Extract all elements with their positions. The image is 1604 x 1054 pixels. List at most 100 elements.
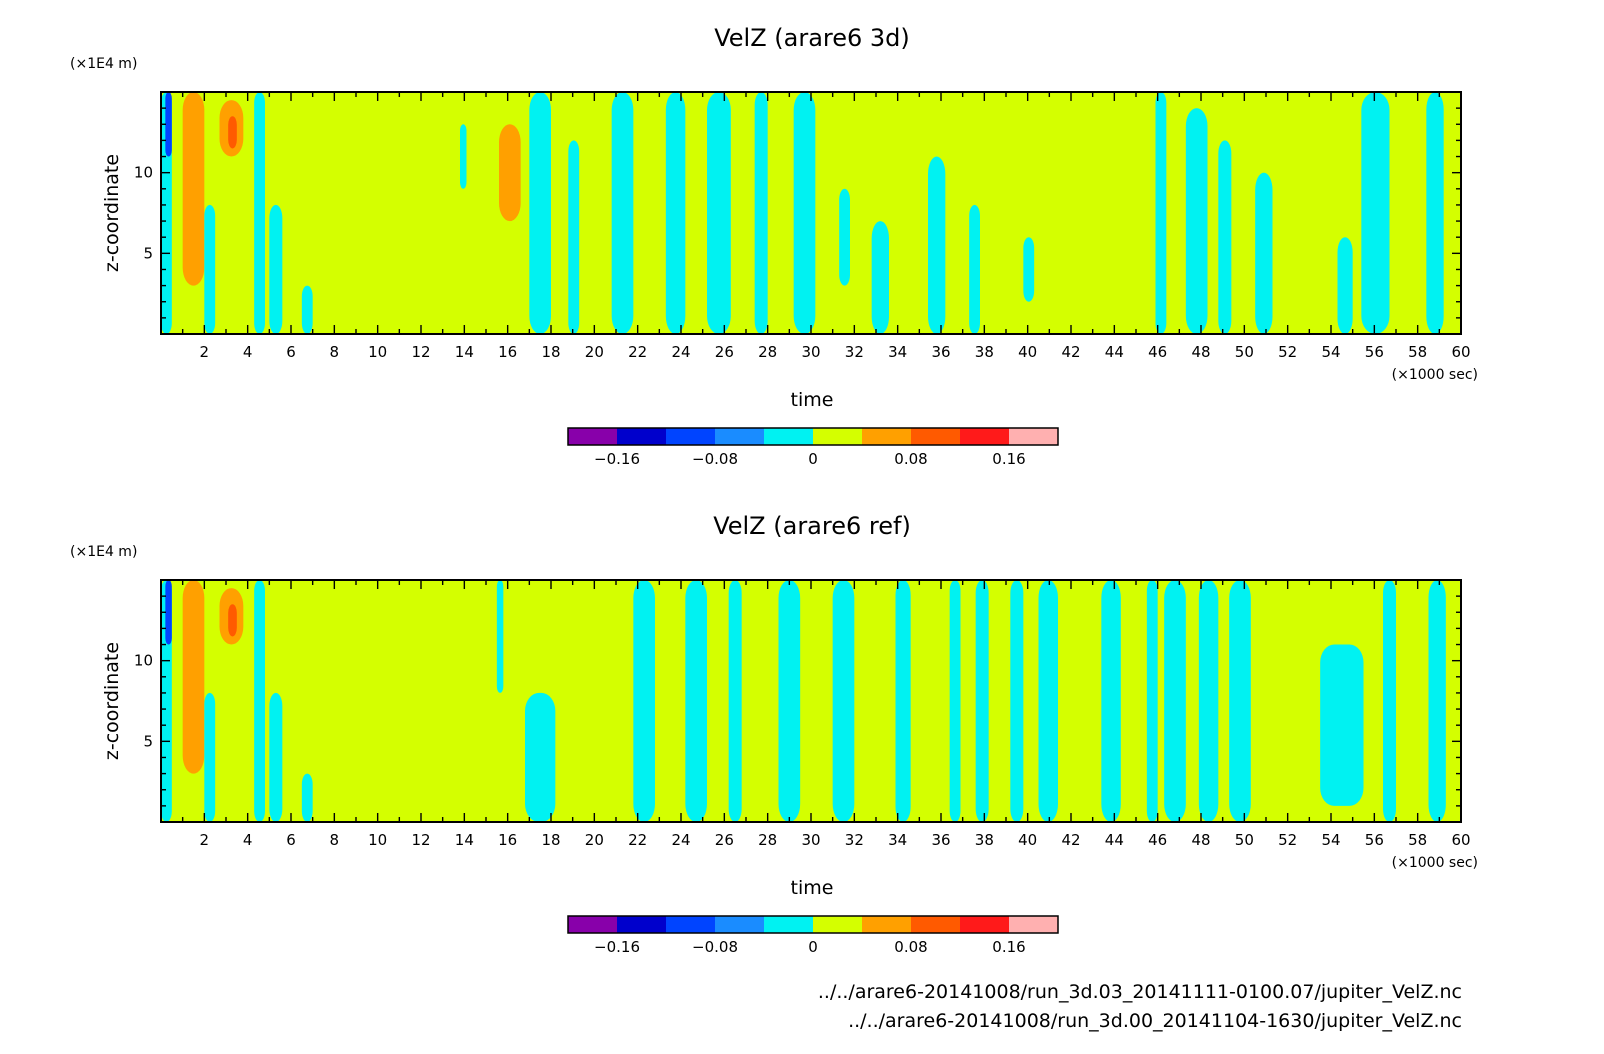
x-tick-label: 24 bbox=[671, 831, 690, 849]
x-tick-label: 14 bbox=[455, 831, 474, 849]
heatmap-region bbox=[1383, 580, 1396, 822]
x-tick-label: 38 bbox=[975, 831, 994, 849]
heatmap-region bbox=[228, 116, 237, 149]
colorbar-tick-label: 0.08 bbox=[894, 450, 927, 468]
x-tick-label: 22 bbox=[628, 831, 647, 849]
x-tick-label: 6 bbox=[286, 831, 296, 849]
x-tick-label: 8 bbox=[330, 831, 340, 849]
x-tick-label: 18 bbox=[541, 343, 560, 361]
colorbar-swatch bbox=[666, 916, 715, 933]
x-tick-label: 2 bbox=[200, 831, 210, 849]
x-unit-label: (×1000 sec) bbox=[1392, 855, 1478, 871]
y-tick-label: 10 bbox=[134, 652, 153, 670]
heatmap-region bbox=[1361, 92, 1390, 334]
x-tick-label: 44 bbox=[1105, 831, 1124, 849]
x-tick-label: 32 bbox=[845, 343, 864, 361]
colorbar-tick-label: −0.08 bbox=[692, 938, 738, 956]
colorbar: −0.16 −0.08 0 0.08 0.16 bbox=[567, 427, 1059, 468]
colorbar-swatch bbox=[764, 428, 813, 445]
heatmap-region bbox=[754, 92, 768, 334]
heatmap-region bbox=[568, 140, 580, 334]
heatmap-region bbox=[1426, 92, 1444, 334]
colorbar-swatch bbox=[1009, 916, 1058, 933]
file-path-1: ../../arare6-20141008/run_3d.03_20141111… bbox=[818, 981, 1462, 1003]
x-tick-label: 4 bbox=[243, 343, 253, 361]
heatmap-region bbox=[165, 580, 172, 645]
heatmap-region bbox=[301, 773, 313, 822]
x-tick-label: 36 bbox=[931, 343, 950, 361]
x-tick-label: 58 bbox=[1408, 831, 1427, 849]
heatmap-region bbox=[949, 580, 961, 822]
heatmap-region bbox=[1198, 580, 1219, 822]
heatmap-cells bbox=[161, 580, 1461, 822]
heatmap-region bbox=[685, 580, 707, 822]
x-tick-label: 52 bbox=[1278, 343, 1297, 361]
heatmap-region bbox=[969, 204, 980, 334]
x-tick-label: 56 bbox=[1365, 343, 1384, 361]
x-axis-label: time bbox=[791, 877, 834, 899]
colorbar-tick-label: 0 bbox=[808, 450, 818, 468]
x-tick-label: 18 bbox=[541, 831, 560, 849]
colorbar-frame bbox=[567, 915, 1059, 934]
heatmap-region bbox=[1320, 644, 1364, 806]
y-unit-label: (×1E4 m) bbox=[70, 544, 137, 560]
x-tick-label: 54 bbox=[1321, 831, 1340, 849]
x-tick-label: 40 bbox=[1018, 831, 1037, 849]
x-tick-label: 20 bbox=[585, 831, 604, 849]
heatmap-region bbox=[1023, 237, 1035, 302]
heatmap-region bbox=[1337, 237, 1353, 334]
x-tick-label: 56 bbox=[1365, 831, 1384, 849]
x-tick-label: 60 bbox=[1451, 343, 1470, 361]
x-tick-label: 34 bbox=[888, 831, 907, 849]
heatmap-region bbox=[301, 285, 313, 334]
colorbar-swatch bbox=[911, 916, 960, 933]
y-axis-label: z-coordinate bbox=[101, 642, 123, 760]
x-tick-label: 42 bbox=[1061, 343, 1080, 361]
heatmap-region bbox=[1229, 580, 1251, 822]
heatmap-region bbox=[871, 221, 889, 334]
x-tick-label: 10 bbox=[368, 343, 387, 361]
x-tick-label: 26 bbox=[715, 343, 734, 361]
colorbar-tick-label: −0.16 bbox=[594, 938, 640, 956]
x-tick-label: 36 bbox=[931, 831, 950, 849]
x-tick-label: 48 bbox=[1191, 831, 1210, 849]
x-tick-label: 30 bbox=[801, 343, 820, 361]
heatmap-background bbox=[161, 580, 1461, 822]
colorbar-swatch bbox=[715, 428, 764, 445]
x-tick-label: 2 bbox=[200, 343, 210, 361]
x-tick-label: 30 bbox=[801, 831, 820, 849]
colorbar-swatch bbox=[715, 916, 764, 933]
heatmap-region bbox=[460, 124, 467, 189]
x-tick-label: 6 bbox=[286, 343, 296, 361]
x-tick-label: 38 bbox=[975, 343, 994, 361]
x-tick-label: 26 bbox=[715, 831, 734, 849]
x-tick-label: 10 bbox=[368, 831, 387, 849]
x-tick-label: 8 bbox=[330, 343, 340, 361]
colorbar-swatch bbox=[617, 916, 666, 933]
x-tick-label: 24 bbox=[671, 343, 690, 361]
heatmap-region bbox=[707, 92, 731, 334]
colorbar-swatch bbox=[813, 428, 862, 445]
colorbar-swatch bbox=[911, 428, 960, 445]
heatmap-region bbox=[499, 124, 521, 222]
heatmap-region bbox=[187, 108, 200, 173]
colorbar-swatch bbox=[960, 916, 1009, 933]
heatmap-region bbox=[728, 580, 742, 822]
heatmap-region bbox=[228, 604, 237, 637]
heatmap-region bbox=[975, 580, 989, 822]
y-tick-label: 10 bbox=[134, 164, 153, 182]
heatmap-region bbox=[633, 580, 655, 822]
heatmap-region bbox=[793, 92, 816, 334]
heatmap-region bbox=[1185, 108, 1208, 334]
heatmap-region bbox=[778, 580, 801, 822]
heatmap-region bbox=[1164, 580, 1186, 822]
x-tick-label: 50 bbox=[1235, 831, 1254, 849]
x-tick-label: 16 bbox=[498, 831, 517, 849]
x-tick-label: 16 bbox=[498, 343, 517, 361]
footer: ../../arare6-20141008/run_3d.03_20141111… bbox=[818, 981, 1462, 1032]
heatmap-region bbox=[1428, 580, 1446, 822]
x-tick-label: 46 bbox=[1148, 831, 1167, 849]
x-tick-label: 50 bbox=[1235, 343, 1254, 361]
x-tick-label: 54 bbox=[1321, 343, 1340, 361]
